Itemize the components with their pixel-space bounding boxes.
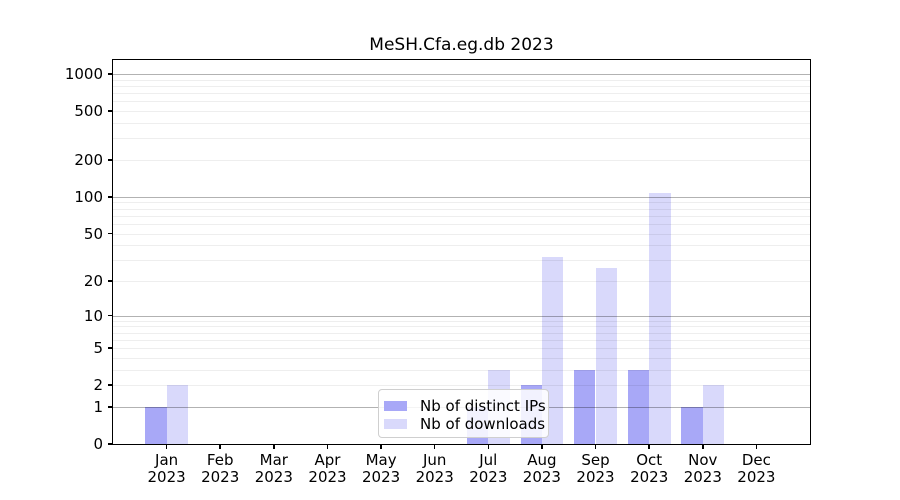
bars-layer xyxy=(113,60,810,444)
y-axis-tick-label: 10 xyxy=(83,306,103,325)
legend: Nb of distinct IPs Nb of downloads xyxy=(378,389,549,438)
legend-swatch-downloads-icon xyxy=(384,419,407,429)
x-axis-tick-mark xyxy=(541,444,543,449)
chart-title: MeSH.Cfa.eg.db 2023 xyxy=(369,35,554,55)
bar-downloads-jan xyxy=(166,385,188,444)
legend-label-distinct-ips: Nb of distinct IPs xyxy=(420,397,546,415)
x-axis-tick-label: Dec 2023 xyxy=(737,451,776,486)
bar-downloads-nov xyxy=(702,385,725,444)
legend-label-downloads: Nb of downloads xyxy=(420,415,546,433)
x-axis-tick-mark xyxy=(326,444,329,449)
y-axis-tick-mark xyxy=(108,159,113,161)
y-axis-tick-mark xyxy=(108,384,113,386)
y-axis-tick-mark xyxy=(108,314,113,317)
x-axis-tick-label: Apr 2023 xyxy=(308,451,347,486)
x-axis-tick-mark xyxy=(702,444,704,449)
x-axis-tick-mark xyxy=(594,444,597,449)
x-axis-tick-label: Nov 2023 xyxy=(683,451,722,486)
y-axis-tick-mark xyxy=(108,110,113,112)
y-axis-tick-label: 20 xyxy=(83,272,103,290)
x-axis-tick-label: Aug 2023 xyxy=(522,451,561,486)
bar-distinct-ips-jan xyxy=(145,406,167,444)
y-axis-tick-label: 200 xyxy=(74,151,103,169)
y-axis-tick-mark xyxy=(108,443,113,445)
y-axis-tick-mark xyxy=(108,347,113,349)
x-axis-tick-label: Jun 2023 xyxy=(415,451,454,486)
y-axis-tick-mark xyxy=(108,232,113,235)
bar-distinct-ips-sep xyxy=(574,369,596,444)
y-axis-tick-label: 100 xyxy=(74,187,103,206)
x-axis-tick-mark xyxy=(273,444,275,449)
x-axis-tick-label: Jan 2023 xyxy=(147,451,186,486)
x-axis-tick-label: Jul 2023 xyxy=(469,451,508,486)
x-axis-tick-mark xyxy=(487,444,490,449)
x-axis-tick-mark xyxy=(433,444,436,449)
x-axis-tick-label: Sep 2023 xyxy=(576,451,615,486)
y-axis-tick-label: 1000 xyxy=(64,65,103,83)
y-axis-tick-mark xyxy=(108,196,113,198)
y-axis-tick-label: 500 xyxy=(74,102,103,121)
x-axis-tick-mark xyxy=(219,444,221,449)
legend-item-downloads: Nb of downloads xyxy=(384,415,545,433)
y-axis-tick-mark xyxy=(108,406,113,408)
plot-area: Nb of distinct IPs Nb of downloads xyxy=(112,59,811,445)
bar-distinct-ips-oct xyxy=(627,369,650,444)
y-axis-tick-label: 2 xyxy=(93,376,103,395)
bar-downloads-oct xyxy=(649,192,671,444)
x-axis-tick-label: Oct 2023 xyxy=(630,451,669,486)
x-axis-tick-mark xyxy=(755,444,758,449)
bar-downloads-sep xyxy=(595,267,617,444)
y-axis-tick-label: 5 xyxy=(93,339,103,358)
y-axis-tick-mark xyxy=(108,73,113,75)
legend-swatch-distinct-ips-icon xyxy=(384,401,407,411)
legend-item-distinct-ips: Nb of distinct IPs xyxy=(384,397,546,415)
y-axis-tick-label: 0 xyxy=(93,435,103,453)
y-axis-tick-label: 50 xyxy=(83,224,103,243)
x-axis-tick-mark xyxy=(165,444,168,449)
x-axis-tick-label: Mar 2023 xyxy=(254,451,293,486)
bar-distinct-ips-nov xyxy=(681,406,703,444)
x-axis-tick-label: May 2023 xyxy=(362,451,401,486)
x-axis-tick-mark xyxy=(380,444,382,449)
y-axis-tick-mark xyxy=(108,280,113,282)
x-axis-tick-label: Feb 2023 xyxy=(201,451,240,486)
x-axis-tick-mark xyxy=(648,444,650,449)
y-axis-tick-label: 1 xyxy=(93,397,103,416)
